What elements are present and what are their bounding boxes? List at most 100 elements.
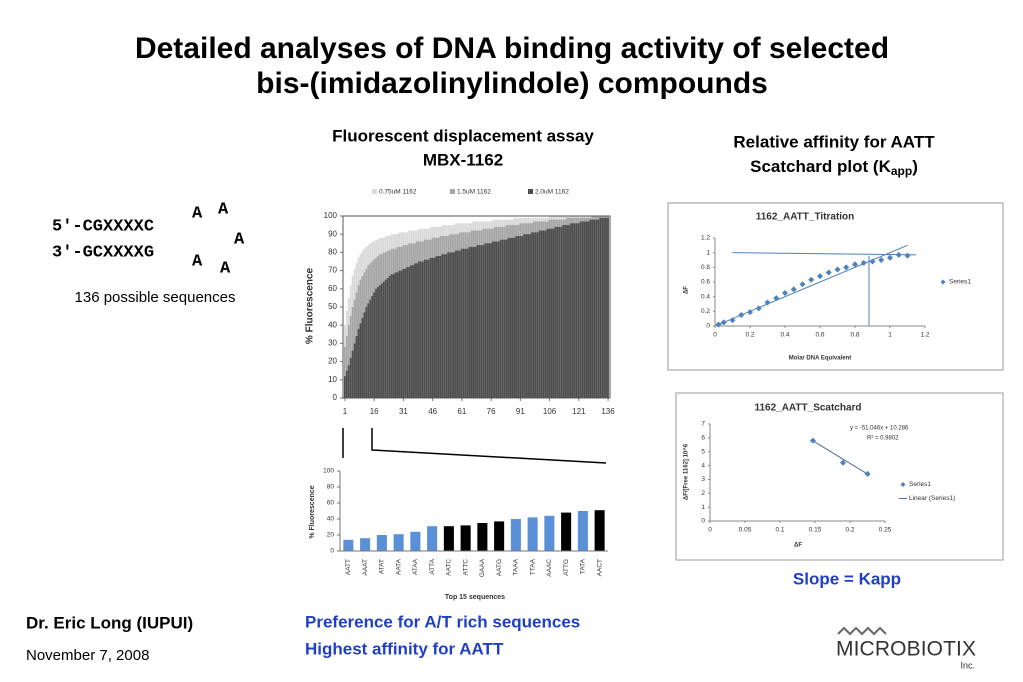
x-tick-label: 31: [399, 407, 408, 416]
bar: [453, 252, 455, 398]
x-tick-label: 0.4: [780, 332, 789, 339]
point: [878, 257, 885, 263]
bar: [402, 268, 405, 398]
y-tick-label: 0.4: [701, 293, 710, 300]
bar: [472, 246, 475, 398]
bar: [445, 254, 448, 398]
bar: [369, 299, 372, 398]
bar: [548, 228, 551, 398]
point: [747, 309, 753, 316]
point: [790, 286, 797, 293]
bar: [527, 517, 538, 551]
bar: [449, 252, 452, 398]
bar: [509, 237, 512, 398]
date: November 7, 2008: [26, 647, 149, 664]
title: Detailed analyses of DNA binding activit…: [135, 32, 889, 65]
bar: [343, 347, 346, 398]
x-tick-label: ATTG: [563, 559, 570, 576]
bar: [410, 265, 413, 398]
point: [864, 470, 871, 477]
bar: [361, 317, 364, 398]
annotation: R² = 0.9802: [867, 436, 899, 442]
conclusion: Highest affinity for AATT: [305, 639, 504, 658]
point: [773, 295, 780, 302]
point: [782, 290, 788, 296]
bar: [458, 250, 461, 398]
y-tick-label: 40: [328, 320, 337, 329]
bar: [349, 357, 352, 398]
slope-note: Slope = Kapp: [793, 569, 901, 588]
x-tick-label: AATA: [395, 558, 402, 575]
bar: [564, 225, 566, 398]
bar: [527, 234, 529, 398]
title: bis-(imidazolinylindole) compounds: [256, 67, 768, 100]
bar: [365, 307, 368, 398]
bar: [605, 217, 607, 398]
bar: [521, 236, 524, 398]
bar: [412, 265, 414, 398]
y-tick-label: 20: [328, 357, 337, 366]
bar: [501, 239, 504, 398]
bar: [447, 252, 450, 398]
bar: [384, 279, 387, 398]
bar: [497, 241, 500, 398]
bar: [579, 221, 582, 398]
bar: [466, 248, 469, 398]
x-tick-label: ATTC: [462, 559, 469, 576]
bar: [531, 232, 533, 398]
legend-label: Series1: [949, 279, 971, 286]
sequence: 3′-GCXXXXG: [52, 243, 154, 262]
x-tick-label: 0.8: [850, 332, 859, 339]
bar: [359, 323, 362, 398]
point: [817, 273, 823, 280]
heading-part: Scatchard plot (K: [750, 157, 891, 176]
bar: [477, 523, 488, 551]
bar: [393, 534, 404, 551]
x-tick-label: 136: [601, 407, 615, 416]
y-axis-label: % Fluorescence: [309, 485, 316, 538]
y-tick-label: 70: [328, 266, 337, 275]
y-tick-label: 1: [706, 249, 710, 256]
bar: [382, 281, 385, 398]
bar: [566, 225, 568, 398]
loop-base: A: [220, 259, 231, 278]
x-tick-label: 0.15: [809, 527, 822, 534]
bar: [544, 515, 555, 551]
bar: [437, 256, 440, 398]
bar: [353, 343, 356, 398]
annotation: y = -51.046x + 10.286: [850, 426, 909, 432]
x-tick-label: 1: [888, 332, 892, 339]
bar: [542, 230, 545, 398]
bar: [495, 241, 498, 398]
chart-frame: [675, 392, 1004, 561]
bar: [421, 261, 424, 398]
loop-base: A: [192, 252, 203, 271]
bar: [494, 241, 496, 398]
bar: [570, 223, 572, 398]
bar: [534, 232, 537, 398]
y-tick-label: 40: [327, 516, 335, 523]
bar: [484, 243, 487, 398]
bar: [550, 228, 553, 398]
x-tick-label: 0.2: [845, 527, 854, 534]
bar: [347, 325, 350, 398]
y-tick-label: 0.8: [701, 264, 710, 271]
y-tick-label: 100: [323, 468, 334, 475]
bar: [394, 272, 397, 398]
point: [840, 459, 846, 466]
chart-title: 1162_AATT_Scatchard: [754, 403, 861, 414]
point: [729, 317, 736, 324]
bar: [523, 234, 526, 398]
x-tick-label: 0.1: [775, 527, 784, 534]
bar: [554, 226, 557, 398]
bar: [519, 236, 522, 398]
legend-swatch: [528, 189, 533, 194]
bar: [492, 241, 494, 398]
x-tick-label: AATT: [345, 559, 352, 575]
x-tick-label: 16: [370, 407, 379, 416]
y-tick-label: 50: [328, 302, 337, 311]
author: Dr. Eric Long (IUPUI): [26, 613, 193, 632]
bar: [573, 223, 576, 398]
y-tick-label: 0: [706, 323, 710, 330]
y-tick-label: 20: [327, 532, 335, 539]
